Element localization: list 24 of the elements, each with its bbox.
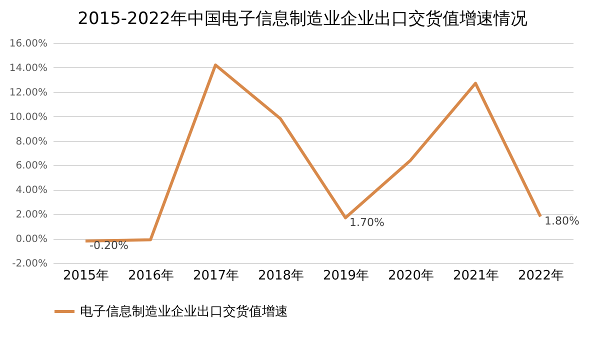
x-tick-label: 2021年 bbox=[452, 268, 500, 284]
y-tick-label: -2.00% bbox=[12, 258, 48, 270]
line-series bbox=[84, 64, 542, 242]
y-tick-label: 10.00% bbox=[9, 112, 48, 123]
data-label: 1.80% bbox=[544, 214, 580, 228]
chart-title: 2015-2022年中国电子信息制造业企业出口交货值增速情况 bbox=[76, 8, 528, 31]
data-label: 1.70% bbox=[350, 216, 384, 229]
y-tick-label: 4.00% bbox=[16, 185, 48, 196]
x-tick-label: 2018年 bbox=[258, 268, 304, 284]
y-tick-label: 12.00% bbox=[9, 87, 48, 98]
x-tick-label: 2019年 bbox=[322, 268, 370, 284]
y-tick-label: 6.00% bbox=[16, 160, 48, 172]
y-tick-label: 0.00% bbox=[16, 234, 48, 246]
y-tick-label: 16.00% bbox=[9, 38, 48, 50]
x-tick-label: 2015年 bbox=[62, 268, 110, 284]
y-tick-label: 2.00% bbox=[16, 210, 48, 221]
x-tick-label: 2016年 bbox=[128, 268, 174, 284]
x-tick-label: 2022年 bbox=[518, 268, 564, 284]
legend-label: 电子信息制造业企业出口交货值增速 bbox=[80, 304, 288, 320]
x-tick-label: 2017年 bbox=[192, 268, 240, 284]
y-tick-label: 8.00% bbox=[16, 136, 48, 148]
x-tick-label: 2020年 bbox=[388, 268, 434, 284]
y-tick-label: 14.00% bbox=[9, 62, 48, 74]
data-label: -0.20% bbox=[90, 239, 128, 252]
